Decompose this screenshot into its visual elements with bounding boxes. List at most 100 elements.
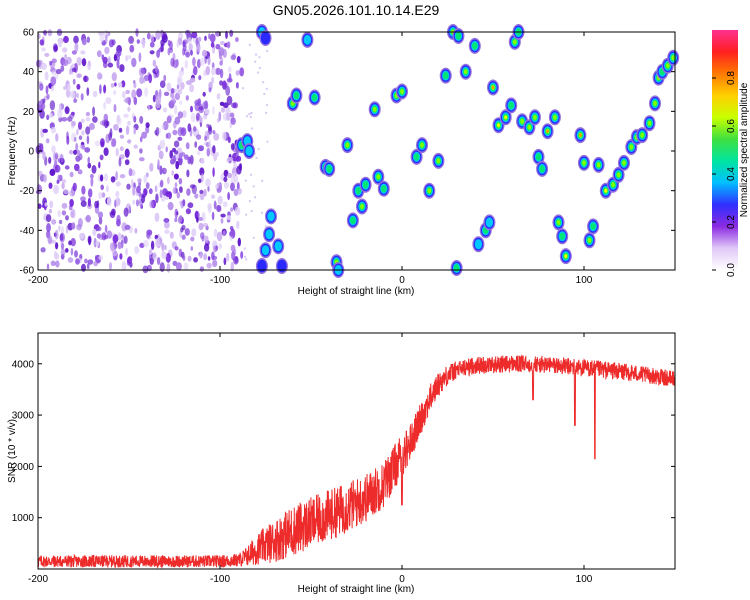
noise-speck <box>86 36 91 43</box>
noise-speck <box>101 54 105 61</box>
noise-speck <box>170 88 175 94</box>
noise-speck <box>75 258 80 265</box>
noise-speck <box>54 252 60 260</box>
noise-speck <box>104 46 110 55</box>
noise-speck <box>213 228 218 238</box>
noise-speck <box>54 164 61 173</box>
noise-speck <box>105 34 108 44</box>
noise-speck <box>71 222 76 230</box>
noise-speck <box>219 68 224 79</box>
noise-speck <box>211 211 215 221</box>
noise-speck <box>159 262 165 273</box>
noise-speck <box>234 206 241 216</box>
spectrogram-blob <box>263 226 276 243</box>
noise-speck <box>229 112 235 118</box>
noise-speck <box>143 174 148 184</box>
noise-speck <box>66 84 71 91</box>
noise-speck <box>225 30 228 39</box>
noise-speck <box>171 170 174 176</box>
noise-speck <box>207 186 210 192</box>
noise-speck <box>198 106 205 114</box>
noise-speck <box>56 179 60 184</box>
spectrogram-y-ticks: -60 -40 -20 0 20 40 60 <box>20 28 675 277</box>
noise-speck <box>142 40 146 49</box>
noise-speck <box>85 111 90 117</box>
noise-speck <box>189 84 195 93</box>
noise-speck <box>124 159 130 166</box>
noise-speck <box>237 188 243 195</box>
x-tick-label: -200 <box>28 275 48 286</box>
noise-speck <box>74 42 79 52</box>
noise-speck <box>235 37 239 43</box>
noise-speck <box>244 179 247 182</box>
x-tick-label: 0 <box>399 275 405 286</box>
noise-speck <box>72 50 77 55</box>
noise-speck <box>80 50 86 55</box>
noise-speck <box>98 217 103 225</box>
noise-speck <box>223 176 228 183</box>
noise-speck <box>207 256 211 261</box>
noise-speck <box>40 143 44 153</box>
noise-speck <box>197 58 201 69</box>
noise-speck <box>149 200 155 209</box>
spectrogram-blob <box>643 115 656 132</box>
y-tick-label: 0 <box>28 147 34 158</box>
noise-speck <box>78 232 85 240</box>
noise-speck <box>263 93 266 95</box>
noise-speck <box>161 124 165 130</box>
noise-speck <box>203 253 208 261</box>
noise-speck <box>101 192 106 198</box>
noise-speck <box>132 199 136 205</box>
spectrogram-blob <box>272 238 285 255</box>
noise-speck <box>127 106 131 112</box>
noise-speck <box>96 50 102 58</box>
y-tick-label: 4000 <box>12 359 35 370</box>
noise-speck <box>76 73 82 78</box>
noise-speck <box>211 251 215 261</box>
noise-speck <box>236 56 241 64</box>
snr-frame <box>37 332 676 570</box>
noise-speck <box>115 50 122 57</box>
noise-speck <box>187 37 192 44</box>
noise-speck <box>88 122 95 131</box>
noise-speck <box>166 82 172 92</box>
spectrogram-blob <box>255 258 268 274</box>
spectrogram-blob <box>541 123 554 140</box>
spectrogram-blob <box>649 95 661 112</box>
noise-speck <box>125 247 128 256</box>
colorbar-label: Normalized spectral amplitude <box>739 82 750 217</box>
noise-speck <box>190 112 196 123</box>
noise-speck <box>49 60 53 66</box>
noise-speck <box>252 236 255 239</box>
noise-speck <box>211 194 216 199</box>
noise-speck <box>133 115 137 123</box>
noise-speck <box>220 218 224 224</box>
noise-speck <box>45 214 52 223</box>
noise-speck <box>222 131 227 141</box>
noise-speck <box>208 139 211 149</box>
noise-speck <box>187 123 192 132</box>
noise-speck <box>134 228 138 234</box>
noise-speck <box>43 29 47 37</box>
noise-speck <box>246 115 249 118</box>
spectrogram-blobs <box>235 24 680 278</box>
noise-speck <box>206 123 210 128</box>
noise-speck <box>170 98 177 105</box>
noise-speck <box>187 255 192 262</box>
spectrogram-blob <box>396 83 408 100</box>
noise-speck <box>81 38 87 46</box>
noise-speck <box>44 202 48 207</box>
noise-speck <box>42 151 46 160</box>
noise-speck <box>76 149 81 157</box>
spectrogram-blob <box>578 154 590 171</box>
noise-speck <box>39 83 44 91</box>
noise-speck <box>172 186 176 195</box>
noise-speck <box>215 43 221 50</box>
noise-speck <box>107 56 111 64</box>
noise-speck <box>77 121 83 130</box>
noise-speck <box>234 255 239 263</box>
x-tick-label: -200 <box>28 574 48 585</box>
noise-speck <box>60 65 65 72</box>
noise-speck <box>107 62 114 68</box>
